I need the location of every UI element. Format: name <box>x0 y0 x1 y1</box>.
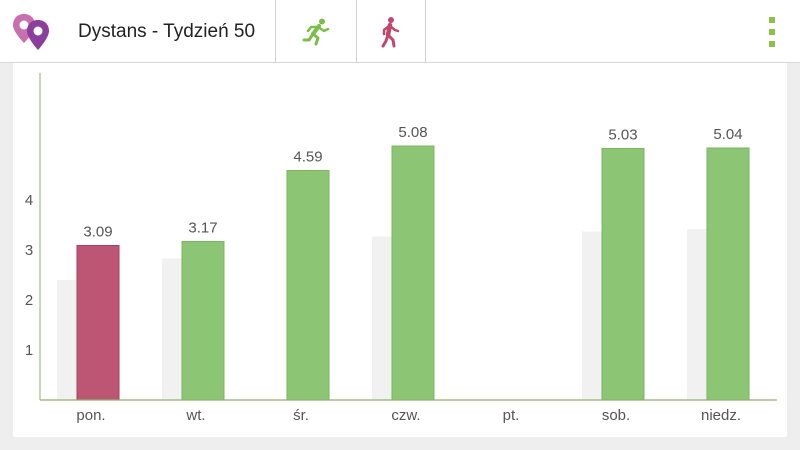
menu-dot <box>769 17 775 23</box>
bar-chart: 3.09 3.17 4.59 5.08 5.03 5.04 1 2 3 4 pon. wt. śr. cz… <box>25 73 777 424</box>
walking-icon <box>381 16 400 47</box>
data-label: 3.09 <box>83 224 112 241</box>
running-icon <box>302 18 330 45</box>
bar <box>601 148 645 401</box>
app-bar: Dystans - Tydzień 50 <box>0 0 800 63</box>
tab-running[interactable] <box>275 0 356 63</box>
x-tick-label: pon. <box>76 407 105 424</box>
y-tick-label: 2 <box>25 292 33 309</box>
y-tick-label: 1 <box>25 342 33 359</box>
y-tick-label: 4 <box>25 192 33 209</box>
x-tick-label: czw. <box>391 407 420 424</box>
tab-walking[interactable] <box>356 0 426 63</box>
bar <box>706 147 750 401</box>
distance-chart: 3.09 3.17 4.59 5.08 5.03 5.04 1 2 3 4 pon. wt. śr. cz… <box>13 63 787 437</box>
menu-dot <box>769 29 775 35</box>
location-pins-logo-icon <box>13 14 49 50</box>
overflow-menu-button[interactable] <box>764 17 780 47</box>
bar <box>76 245 120 401</box>
x-tick-label: sob. <box>602 407 630 424</box>
x-tick-label: niedz. <box>701 407 741 424</box>
x-tick-label: pt. <box>503 407 520 424</box>
bar <box>286 170 330 401</box>
data-label: 5.04 <box>713 126 742 143</box>
menu-dot <box>769 41 775 47</box>
y-tick-label: 3 <box>25 242 33 259</box>
data-label: 5.08 <box>398 124 427 141</box>
x-tick-label: śr. <box>293 407 309 424</box>
bar <box>391 145 435 401</box>
data-label: 4.59 <box>293 149 322 166</box>
page-title: Dystans - Tydzień 50 <box>78 21 256 42</box>
x-tick-label: wt. <box>185 407 205 424</box>
data-label: 3.17 <box>188 220 217 237</box>
data-label: 5.03 <box>608 127 637 144</box>
bar <box>181 241 225 401</box>
